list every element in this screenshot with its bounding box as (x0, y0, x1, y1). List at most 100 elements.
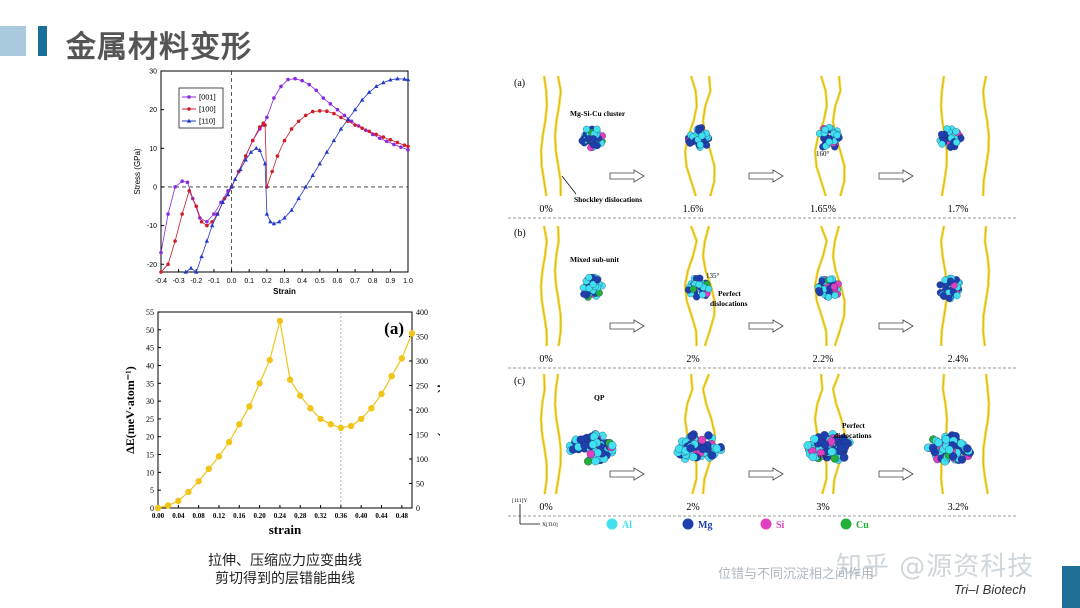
data-point (265, 115, 269, 120)
data-point (388, 77, 393, 82)
atom (589, 280, 597, 288)
annotation: Perfect (718, 289, 741, 298)
atom (698, 444, 707, 454)
data-point (282, 138, 287, 143)
legend-label: [100] (199, 105, 216, 114)
data-point (395, 140, 400, 145)
data-point (205, 223, 209, 228)
data-point (185, 180, 190, 185)
data-point (381, 80, 386, 85)
x-tick-label: 0.5 (315, 278, 325, 285)
annotation: dislocations (834, 431, 872, 440)
data-point (310, 172, 315, 177)
atom (831, 291, 839, 299)
x-tick-label: 0.6 (333, 278, 343, 285)
y-tick-label-left: 50 (146, 326, 154, 335)
atom (593, 125, 601, 133)
atom (686, 139, 694, 147)
atom (936, 281, 944, 289)
strain-label: 2.4% (948, 354, 969, 365)
y-tick-label-left: 35 (146, 379, 154, 388)
data-point (277, 219, 282, 224)
dislocation-edge (702, 225, 715, 347)
data-point (205, 465, 212, 472)
data-point (293, 76, 297, 81)
legend-marker (187, 107, 191, 111)
data-point (166, 262, 170, 267)
x-tick-label: 0.3 (280, 278, 290, 285)
atom (696, 141, 704, 149)
strain-label: 3.2% (948, 502, 969, 513)
atom (939, 291, 947, 300)
atom (584, 457, 593, 466)
data-point (164, 502, 172, 509)
x-tick-label: 0.00 (152, 512, 165, 520)
data-point (154, 504, 162, 512)
atom (704, 431, 713, 440)
annotation: Shockley dislocations (574, 195, 642, 204)
header-accent-light (0, 26, 26, 56)
data-point (314, 88, 319, 93)
legend-label: Si (776, 520, 785, 531)
dislocation-edge (982, 75, 990, 197)
x-axis-label: Strain (273, 287, 296, 296)
series-line (185, 78, 409, 273)
y-axis-label-right: γ(mJ·m⁻²) (437, 382, 440, 437)
x-tick-label: 0.04 (172, 512, 185, 520)
y-tick-label-left: 30 (146, 397, 154, 406)
x-tick-label: 0.9 (385, 278, 395, 285)
data-point (256, 380, 263, 387)
data-point (408, 330, 416, 337)
data-point (199, 219, 204, 224)
atom (947, 277, 955, 285)
strain-label: 2% (686, 502, 699, 513)
data-point (262, 161, 268, 166)
y-tick-label-left: 15 (146, 451, 154, 460)
series-110 (183, 76, 411, 274)
data-point (321, 96, 326, 100)
legend-label: [110] (199, 117, 215, 126)
x-tick-label: 0.40 (355, 512, 368, 520)
data-point (349, 119, 354, 124)
step-arrow (748, 169, 784, 183)
data-point (250, 138, 255, 143)
data-point (324, 149, 330, 154)
atom (594, 276, 602, 284)
data-point (399, 145, 403, 149)
y-tick-label-right: 50 (416, 480, 424, 489)
step-arrow (878, 467, 914, 481)
atom (803, 441, 812, 450)
data-point (263, 123, 267, 127)
y-tick-label-right: 150 (416, 431, 428, 440)
dislocation-edge (554, 75, 562, 197)
x-tick-label: 0.4 (297, 278, 307, 285)
y-tick-label: 10 (149, 146, 157, 153)
y-tick-label-right: 100 (416, 455, 428, 464)
atom (593, 142, 601, 150)
stress-strain-chart: -0.4 -0.3 -0.2 -0.1 0.0 0.1 0.2 0.3 0.4 0.5 0.6 0.7… (133, 69, 413, 297)
data-point (222, 196, 227, 201)
atom (963, 444, 972, 453)
data-point (377, 136, 382, 141)
step-arrow (748, 319, 784, 333)
y-tick-label-left: 10 (146, 468, 154, 477)
legend-label: Al (622, 520, 632, 531)
data-point (279, 84, 283, 89)
data-point (332, 111, 336, 116)
strain-label: 0% (539, 204, 552, 215)
x-tick-label: -0.1 (208, 278, 220, 285)
dislocation-edge (540, 75, 548, 197)
atom (697, 435, 707, 445)
atom (580, 441, 589, 450)
annotation: Mixed sub-unit (570, 255, 619, 264)
data-point (173, 239, 177, 243)
data-point (358, 415, 365, 423)
atom (938, 140, 946, 148)
y-tick-label: -10 (147, 223, 157, 230)
atom (833, 131, 841, 139)
step-arrow (609, 467, 645, 481)
data-point (271, 221, 277, 226)
x-axis-label: strain (269, 522, 302, 537)
atom (808, 452, 817, 462)
step-arrow (609, 319, 645, 333)
